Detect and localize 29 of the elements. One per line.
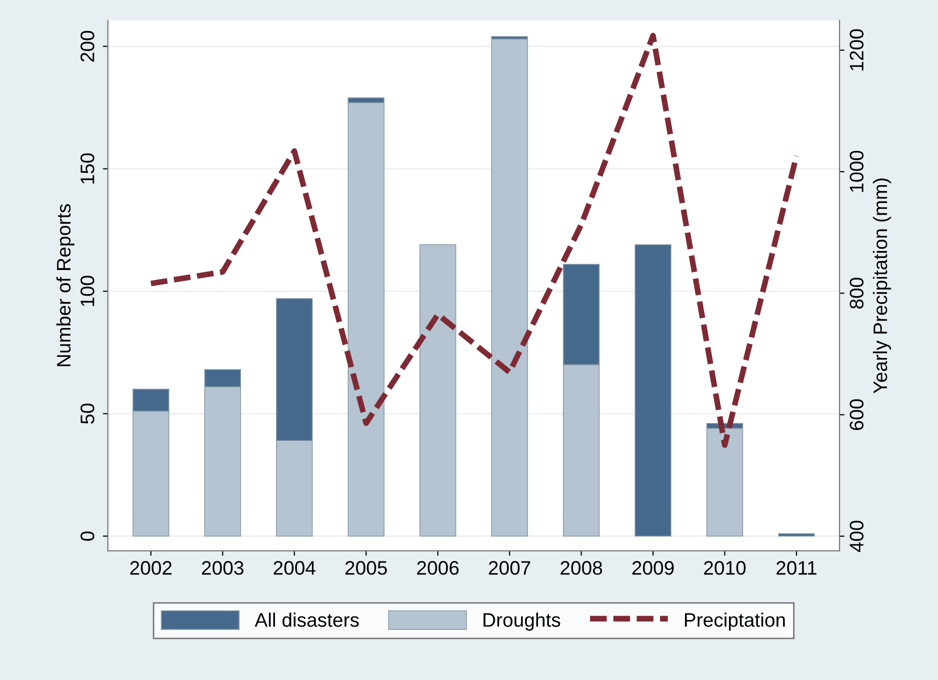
- y-tick-label: 0: [80, 531, 94, 541]
- y-tick-label: 100: [80, 276, 94, 306]
- y2-tick-label: 800: [850, 278, 864, 309]
- bar: [419, 244, 456, 537]
- x-tick-label: 2002: [130, 561, 172, 575]
- bar: [634, 244, 672, 537]
- bar: [491, 38, 528, 537]
- x-tick-label: 2007: [488, 561, 530, 575]
- y-tick-label: 200: [80, 30, 94, 62]
- y-axis-title: Number of Reports: [56, 204, 74, 366]
- x-tick-label: 2008: [560, 561, 602, 575]
- y2-tick-label: 1200: [850, 29, 864, 70]
- y2-axis-title: Yearly Precipitation (mm): [872, 178, 892, 394]
- y2-tick-label: 600: [850, 399, 864, 430]
- x-tick-label: 2004: [274, 561, 316, 575]
- x-tick-label: 2010: [704, 561, 746, 575]
- legend-label: Droughts: [484, 612, 560, 631]
- x-tick-label: 2003: [202, 561, 244, 575]
- y2-tick-label: 1000: [850, 150, 864, 192]
- legend-label: Preciptation: [684, 612, 785, 631]
- y-tick-label: 150: [80, 153, 94, 184]
- x-tick-label: 2005: [345, 561, 387, 575]
- x-tick-label: 2006: [417, 561, 459, 575]
- x-tick-label: 2009: [632, 561, 674, 575]
- y2-tick-label: 400: [850, 520, 864, 552]
- legend-label: All disasters: [254, 612, 359, 627]
- y-tick-label: 50: [80, 404, 94, 424]
- bar: [778, 533, 815, 537]
- x-tick-label: 2011: [776, 561, 816, 575]
